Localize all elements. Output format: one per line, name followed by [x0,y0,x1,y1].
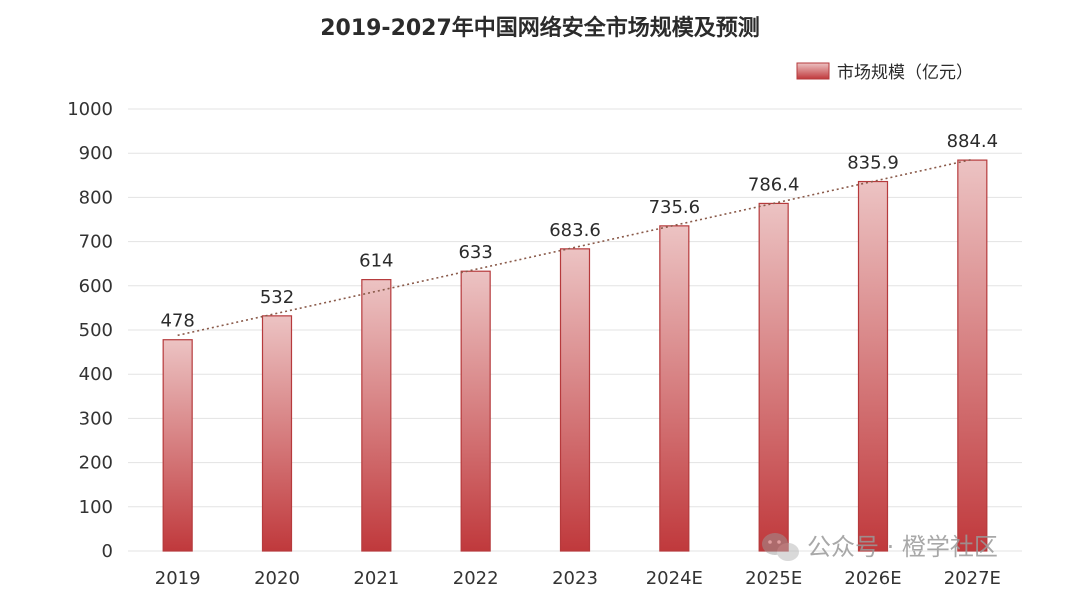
watermark: 公众号 · 橙学社区 [762,533,998,561]
watermark-text: 公众号 · 橙学社区 [807,533,998,561]
y-tick-label: 300 [79,408,113,429]
y-tick-label: 400 [79,364,113,385]
x-tick-label: 2025E [745,568,802,589]
y-tick-label: 200 [79,453,113,474]
x-tick-label: 2020 [254,568,300,589]
y-tick-label: 800 [79,187,113,208]
y-axis-ticks: 0 100 200 300 400 500 600 700 800 900 1000 [67,99,113,562]
data-label: 614 [359,251,393,272]
trendline-path [177,158,973,337]
x-tick-label: 2021 [353,568,399,589]
y-tick-label: 1000 [67,99,113,120]
y-tick-label: 100 [79,497,113,518]
x-tick-label: 2024E [646,568,703,589]
data-labels: 478 532 614 633 683.6 735.6 786.4 835.9 884.4 [160,131,998,332]
bar [559,248,591,552]
bar [361,279,392,552]
bar [659,225,690,552]
chart-title: 2019-2027年中国网络安全市场规模及预测 [320,16,760,41]
y-tick-label: 900 [79,143,113,164]
bar [460,270,491,552]
x-tick-label: 2026E [844,568,901,589]
bar [758,202,789,552]
data-label: 478 [160,311,194,332]
legend-label: 市场规模（亿元） [837,63,973,83]
data-label: 633 [458,242,492,263]
y-tick-label: 500 [79,320,113,341]
x-tick-label: 2022 [453,568,499,589]
y-tick-label: 0 [102,541,113,562]
y-tick-label: 600 [79,276,113,297]
data-label: 532 [260,287,294,308]
bar [957,159,988,552]
wechat-icon [762,533,799,561]
x-axis-ticks: 2019 2020 2021 2022 2023 2024E 2025E 2026E 2027E [155,568,1001,589]
bar [162,339,193,552]
x-tick-label: 2019 [155,568,201,589]
data-label: 683.6 [549,220,601,241]
bar [261,315,293,552]
x-tick-label: 2023 [552,568,598,589]
legend-swatch [796,62,830,80]
trendline [177,158,973,337]
data-label: 835.9 [847,153,899,174]
data-label: 735.6 [649,197,701,218]
data-label: 786.4 [748,174,800,195]
legend: 市场规模（亿元） [796,62,973,83]
x-tick-label: 2027E [944,568,1001,589]
data-label: 884.4 [947,131,999,152]
bar [857,180,889,552]
y-tick-label: 700 [79,232,113,253]
bars [162,159,988,552]
